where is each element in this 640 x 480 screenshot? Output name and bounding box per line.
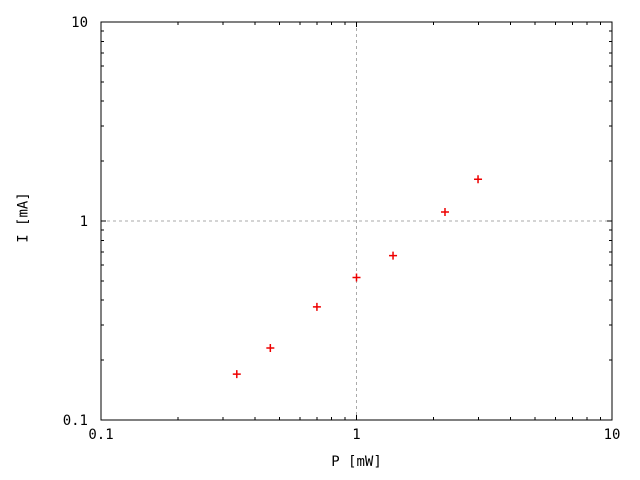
data-point-marker	[266, 344, 275, 353]
data-point-marker	[352, 273, 361, 282]
data-point-marker	[389, 251, 398, 260]
x-tick-label: 0.1	[88, 427, 113, 443]
x-axis-title: P [mW]	[331, 454, 382, 470]
y-tick-label: 10	[71, 15, 88, 31]
data-point-marker	[232, 370, 241, 379]
y-tick-label: 0.1	[63, 413, 88, 429]
x-tick-label: 10	[604, 427, 621, 443]
data-point-marker	[312, 302, 321, 311]
data-point-marker	[440, 207, 449, 216]
data-point-marker	[474, 175, 483, 184]
plot-border	[100, 21, 613, 421]
y-tick-label: 1	[80, 214, 88, 230]
x-tick-label: 1	[352, 427, 360, 443]
y-axis-title: I [mA]	[15, 192, 32, 243]
